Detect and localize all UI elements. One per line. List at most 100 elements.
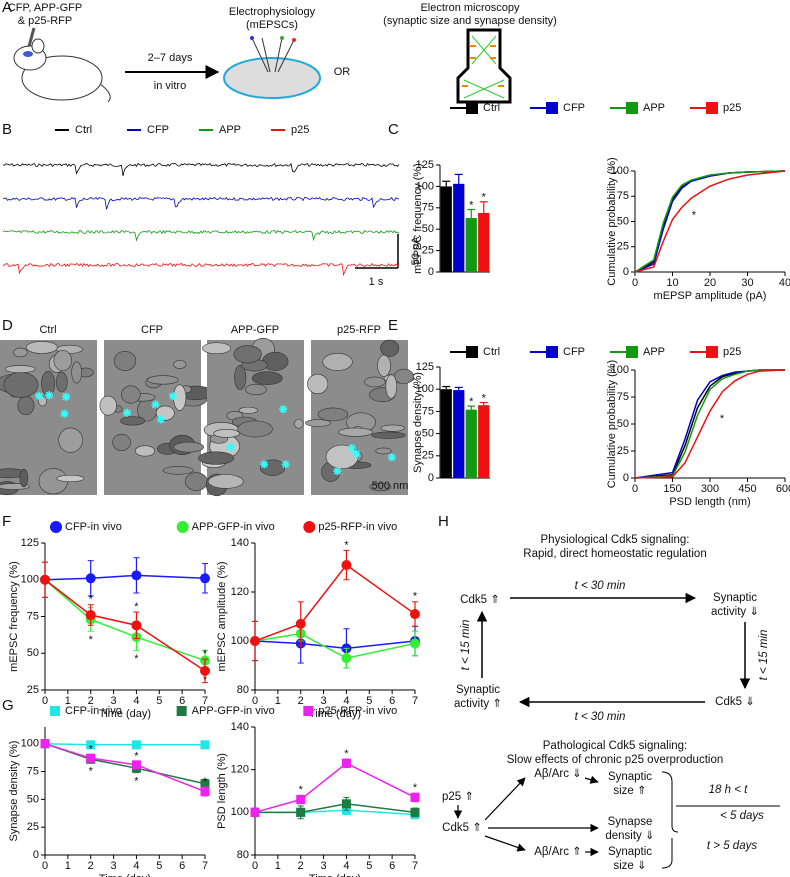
y-tick-label: 75 (617, 391, 629, 403)
significance-star: * (469, 199, 474, 211)
em-texture (369, 482, 392, 492)
synapse-marker (45, 391, 54, 400)
x-tick-label: 0 (632, 277, 638, 289)
x-tick-label: 6 (389, 860, 395, 872)
y-tick-label: 50 (617, 418, 629, 430)
data-point (85, 573, 96, 584)
legend-marker (50, 706, 60, 716)
legend-label: APP-GFP-in vivo (192, 705, 275, 717)
x-tick-label: 0 (252, 695, 258, 707)
electrode-tip (280, 36, 284, 40)
legend-marker (50, 521, 62, 533)
arrow (484, 835, 526, 852)
synapse-marker (123, 408, 132, 417)
x-tick-label: 5 (366, 860, 372, 872)
legend-label: CFP-in vivo (65, 521, 122, 533)
significance-star: * (469, 396, 474, 408)
node: Cdk5 ⇓ (715, 696, 755, 708)
electrode-tip (250, 36, 254, 40)
x-tick-label: 3 (321, 695, 327, 707)
y-tick-label: 75 (422, 202, 434, 214)
x-tick-label: 0 (632, 483, 638, 495)
x-tick-label: 2 (88, 695, 94, 707)
image-label: APP-GFP (231, 324, 279, 336)
dish (223, 57, 321, 99)
label: t < 15 min (460, 620, 472, 671)
synapse-marker (279, 405, 288, 414)
data-point (86, 740, 96, 750)
synapse-marker (347, 443, 356, 452)
x-tick-label: 4 (343, 860, 349, 872)
label: & p25-RFP (18, 15, 72, 27)
legend-marker (466, 102, 478, 114)
em-texture (385, 374, 398, 399)
significance-star: * (134, 750, 139, 762)
trace (2, 229, 400, 242)
em-texture (58, 427, 83, 453)
synapse-marker (35, 392, 44, 401)
panel-label: H (438, 513, 449, 530)
legend-marker (546, 346, 558, 358)
em-texture (244, 383, 267, 396)
em-texture (173, 441, 204, 453)
synapse-marker (169, 392, 178, 401)
em-texture (134, 445, 156, 457)
y-tick-label: 80 (237, 684, 249, 696)
x-tick-label: 4 (133, 860, 139, 872)
legend-marker (176, 521, 189, 533)
synapse-marker (156, 415, 165, 424)
x-axis-title: Time (day) (99, 708, 151, 720)
data-point (200, 740, 210, 750)
x-axis-title: mEPSP amplitude (pA) (654, 290, 767, 302)
series-line (634, 170, 786, 273)
em-texture (251, 371, 283, 385)
em-texture (162, 466, 194, 475)
em-texture (364, 376, 386, 388)
x-axis-title: Time (day) (309, 873, 361, 877)
em-texture (25, 341, 58, 354)
node: Cdk5 ⇑ (442, 822, 482, 834)
data-point (250, 636, 260, 646)
x-tick-label: 1 (275, 695, 281, 707)
em-texture (202, 342, 232, 355)
em-texture (3, 371, 39, 398)
legend-label: APP (219, 124, 241, 136)
em-texture (325, 444, 359, 469)
arrow (584, 775, 599, 784)
x-tick-label: 6 (389, 695, 395, 707)
y-tick-label: 100 (416, 180, 434, 192)
legend-label: APP-GFP-in vivo (192, 521, 275, 533)
em-texture (13, 347, 28, 358)
legend-marker (176, 706, 187, 716)
data-point (40, 574, 50, 585)
legend-label: APP (643, 102, 665, 114)
legend-label: Ctrl (483, 102, 500, 114)
node: activity ⇑ (454, 698, 502, 710)
x-tick-label: 2 (88, 860, 94, 872)
panel-label: D (2, 317, 13, 334)
em-lines (463, 35, 505, 99)
series-line (634, 170, 786, 273)
y-tick-label: 25 (27, 684, 39, 696)
y-tick-label: 50 (422, 428, 434, 440)
y-tick-label: 50 (422, 223, 434, 235)
data-point (341, 758, 351, 768)
y-axis-title: Synapse density (%) (412, 372, 424, 473)
em-texture (238, 406, 259, 414)
image-label: Ctrl (39, 324, 56, 336)
node: Cdk5 ⇑ (460, 594, 500, 606)
x-axis-title: PSD length (nm) (669, 496, 750, 508)
series-line (254, 762, 416, 814)
synapse-marker (333, 467, 342, 476)
label: (mEPSCs) (246, 19, 298, 31)
significance-star: * (134, 653, 139, 665)
y-tick-label: 125 (416, 159, 434, 171)
x-tick-label: 1 (65, 695, 71, 707)
significance-star: * (413, 782, 418, 794)
x-tick-label: 3 (111, 860, 117, 872)
data-point (200, 665, 210, 676)
panel-h: Physiological Cdk5 signaling: Rapid, dir… (442, 534, 780, 872)
em-texture (380, 339, 400, 357)
legend-label: CFP (563, 102, 585, 114)
y-tick-label: 75 (27, 765, 39, 777)
